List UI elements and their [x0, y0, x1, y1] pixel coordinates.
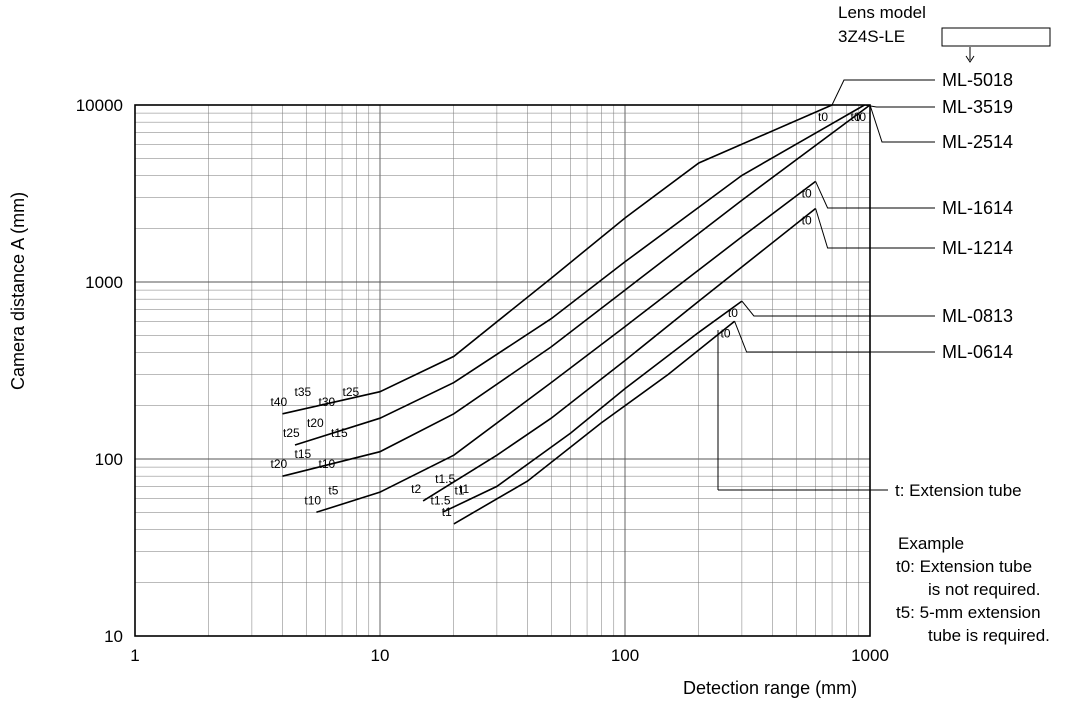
series-line-ml-1214	[422, 207, 817, 502]
model-label-ml-0813: ML-0813	[942, 306, 1013, 326]
tube-label: t1	[455, 483, 465, 497]
y-axis-title: Camera distance A (mm)	[8, 192, 28, 390]
lens-model-arrow-icon	[965, 55, 975, 63]
tube-label: t25	[283, 426, 300, 440]
tube-label: t1	[459, 482, 469, 496]
example-t0-line1: t0: Extension tube	[896, 557, 1032, 576]
series-line-ml-0813	[442, 300, 743, 514]
series-curves	[282, 104, 871, 525]
tube-label: t35	[295, 385, 312, 399]
lens-model-label: Lens model	[838, 3, 926, 22]
tube-label: t1	[442, 505, 452, 519]
model-leader-line	[815, 208, 935, 249]
tube-label: t25	[343, 385, 360, 399]
x-axis-title: Detection range (mm)	[683, 678, 857, 698]
model-label-ml-5018: ML-5018	[942, 70, 1013, 90]
x-tick-label: 100	[611, 646, 639, 665]
tube-label-t0: t0	[818, 110, 828, 124]
model-label-ml-3519: ML-3519	[942, 97, 1013, 117]
tube-label: t10	[319, 457, 336, 471]
tube-label-t0: t0	[802, 186, 812, 200]
lens-model-code: 3Z4S-LE	[838, 27, 905, 46]
model-leader-line	[741, 300, 935, 317]
example-title: Example	[898, 534, 964, 553]
tube-label: t20	[271, 457, 288, 471]
lens-model-box	[941, 27, 1051, 47]
x-tick-label: 1	[130, 646, 139, 665]
tube-label-t0: t0	[721, 326, 731, 340]
tube-label-t0: t0	[802, 214, 812, 228]
series-line-ml-2514	[282, 104, 871, 477]
tube-label: t2	[411, 482, 421, 496]
x-tick-label: 10	[371, 646, 390, 665]
tube-label: t5	[328, 483, 338, 497]
tube-label-t0: t0	[856, 110, 866, 124]
tube-label: t30	[319, 395, 336, 409]
series-line-ml-3519	[294, 104, 865, 446]
series-line-ml-5018	[282, 104, 833, 415]
lens-model-labels: ML-5018 ML-3519 ML-2514 ML-1614 ML-1214 ML-08…	[734, 70, 1013, 362]
tube-label: t20	[307, 416, 324, 430]
extension-tube-note: t: Extension tube	[895, 481, 1022, 500]
tube-label: t1.5	[435, 472, 455, 486]
y-tick-label: 1000	[85, 273, 123, 292]
x-tick-label: 1000	[851, 646, 889, 665]
y-tick-label: 100	[95, 450, 123, 469]
y-tick-label: 10	[104, 627, 123, 646]
example-t5-line1: t5: 5-mm extension	[896, 603, 1041, 622]
y-tick-label: 10000	[76, 96, 123, 115]
tick-labels: 1 10 100 1000 10 100 1000 10000	[76, 96, 889, 665]
tube-label-t0: t0	[851, 110, 861, 124]
example-t0-line2: is not required.	[928, 580, 1040, 599]
tube-annotations: t0 t0t0t0t0t0t0t40t35t30t25t25t20t15t20t1…	[271, 110, 867, 519]
example-t5-line2: tube is required.	[928, 626, 1050, 645]
tube-label: t15	[331, 426, 348, 440]
plot-frame	[134, 104, 871, 637]
tube-label-t0: t0	[728, 306, 738, 320]
tube-label: t40	[271, 395, 288, 409]
model-leader-line	[734, 321, 935, 353]
model-leader-line	[831, 79, 935, 106]
grid	[134, 105, 870, 637]
tube-label: t15	[295, 447, 312, 461]
tube-label: t1.5	[431, 493, 451, 507]
model-leader-line	[815, 181, 935, 209]
series-line-ml-0614	[453, 320, 736, 525]
model-label-ml-1614: ML-1614	[942, 198, 1013, 218]
series-line-ml-1614	[316, 180, 817, 514]
model-label-ml-1214: ML-1214	[942, 238, 1013, 258]
model-leader-line	[869, 104, 935, 143]
model-leader-line	[864, 104, 935, 108]
model-label-ml-2514: ML-2514	[942, 132, 1013, 152]
tube-label: t10	[304, 493, 321, 507]
model-label-ml-0614: ML-0614	[942, 342, 1013, 362]
